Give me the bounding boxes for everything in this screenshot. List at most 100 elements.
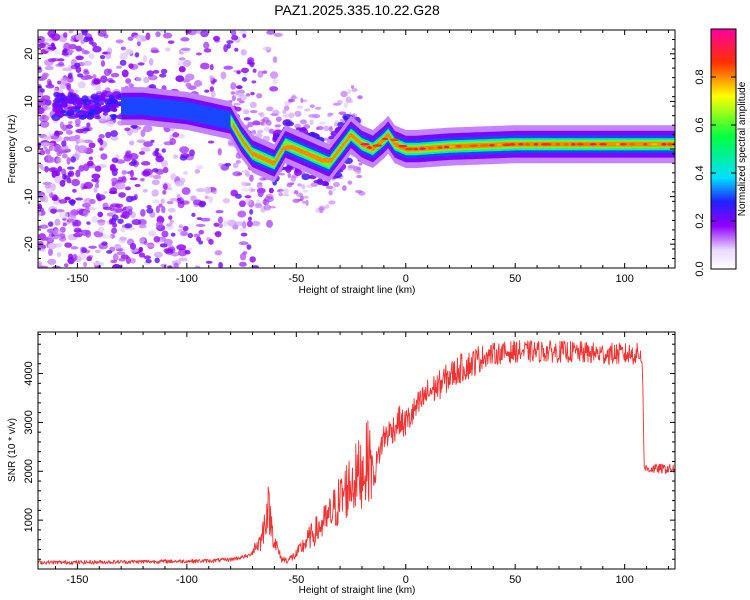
- spectrogram-noise-blob: [263, 198, 267, 206]
- spectrogram-noise-blob: [131, 218, 142, 226]
- spectrogram-noise-blob: [243, 109, 250, 115]
- spectrogram-noise-blob: [212, 189, 217, 195]
- spectrogram-noise-blob: [38, 208, 42, 217]
- spectrogram-noise-blob: [88, 245, 98, 249]
- spectrogram-noise-blob: [200, 30, 209, 38]
- spectrogram-noise-blob: [77, 145, 88, 154]
- spectrogram-noise-blob: [166, 187, 173, 191]
- spectrogram-signal-blob: [103, 104, 111, 108]
- spectrogram-signal-blob: [226, 40, 234, 44]
- spectrogram-noise-blob: [179, 146, 190, 154]
- spectrogram-signal-blob: [224, 162, 232, 167]
- spectrogram-noise-blob: [38, 142, 41, 149]
- spectrogram-noise-blob: [288, 98, 296, 103]
- spectrogram-noise-blob: [93, 187, 98, 193]
- colorbar-gradient: [711, 29, 736, 269]
- spectrogram-hotspot: [497, 143, 502, 147]
- spectrogram-noise-blob: [52, 228, 62, 236]
- spectrogram-signal-blob: [191, 212, 196, 217]
- spectrogram-hotspot: [576, 142, 584, 146]
- spectrogram-noise-blob: [140, 146, 151, 152]
- spectrogram-noise-blob: [244, 198, 252, 206]
- spectrogram-signal-blob: [308, 132, 317, 137]
- spectrogram-hotspot: [419, 147, 426, 150]
- spectrogram-signal-blob: [301, 173, 311, 180]
- spectrogram-signal-blob: [69, 199, 76, 206]
- spectrogram-noise-blob: [234, 221, 245, 227]
- spectrogram-noise-blob: [227, 219, 237, 227]
- spectrogram-noise-blob: [92, 74, 97, 79]
- spectrogram-noise-blob: [68, 43, 77, 50]
- colorbar-tick-label: 0.2: [694, 213, 706, 228]
- spectrogram-noise-blob: [231, 95, 236, 102]
- spectrogram-noise-blob: [100, 60, 106, 67]
- spectrogram-noise-blob: [204, 186, 212, 194]
- spectrogram-noise-blob: [297, 105, 304, 109]
- spectrogram-noise-blob: [72, 253, 78, 262]
- spectrogram-noise-blob: [234, 47, 239, 52]
- spectrogram-signal-blob: [64, 242, 73, 248]
- spectrogram-noise-blob: [239, 227, 247, 232]
- spectrogram-noise-blob: [173, 262, 179, 268]
- spectrogram-noise-blob: [153, 251, 163, 258]
- spectrogram-noise-blob: [110, 72, 120, 78]
- spectrogram-noise-blob: [155, 205, 160, 214]
- spectrogram-noise-blob: [223, 65, 234, 70]
- spectrogram-noise-blob: [129, 177, 138, 181]
- spectrogram-noise-blob: [257, 70, 264, 78]
- spectrogram-noise-blob: [249, 110, 258, 114]
- spectrogram-noise-blob: [127, 36, 134, 41]
- colorbar-tick-label: 0.0: [694, 261, 706, 276]
- spectrogram-signal-blob: [138, 151, 146, 155]
- spectrogram-signal-blob: [38, 42, 46, 49]
- spectrogram-noise-blob: [107, 68, 113, 74]
- spectrogram-hotspot: [381, 137, 389, 141]
- spectrogram-noise-blob: [152, 174, 162, 180]
- spectrogram-signal-blob: [66, 166, 75, 170]
- spectrogram-noise-blob: [107, 47, 113, 55]
- spectrogram-signal-blob: [209, 64, 214, 71]
- spectrogram-hotspot: [643, 142, 648, 146]
- spectrogram-noise-blob: [162, 166, 169, 174]
- spectrogram-noise-blob: [309, 104, 315, 108]
- spectrogram-signal-blob: [101, 241, 108, 246]
- spectrogram-noise-blob: [241, 181, 248, 187]
- spectrogram-noise-blob: [218, 162, 223, 167]
- spectrogram-noise-blob: [38, 265, 49, 268]
- spectrogram-signal-blob: [189, 149, 195, 157]
- spectrogram-noise-blob: [129, 140, 135, 146]
- spectrogram-noise-blob: [177, 228, 183, 233]
- spectrogram-noise-blob: [119, 52, 128, 60]
- spectrogram-noise-blob: [178, 57, 186, 61]
- spectrogram-noise-blob: [44, 115, 50, 121]
- spectrogram-noise-blob: [162, 32, 173, 39]
- snr-ytick-label: 2000: [23, 459, 35, 483]
- spectrogram-signal-blob: [86, 221, 91, 225]
- spectrogram-signal-blob: [234, 106, 242, 112]
- spectrogram-noise-blob: [168, 215, 173, 220]
- spectrogram-signal-blob: [285, 165, 292, 174]
- spectrogram-noise-blob: [250, 188, 256, 192]
- spectrogram-signal-blob: [86, 256, 93, 262]
- spectrogram-signal-blob: [204, 89, 210, 93]
- spectrogram-noise-blob: [39, 163, 44, 169]
- spectrogram-noise-blob: [62, 222, 67, 227]
- spectrogram-noise-blob: [116, 181, 126, 190]
- spectrogram-noise-blob: [105, 120, 115, 127]
- spectrogram-signal-blob: [241, 67, 250, 74]
- spectrogram-noise-blob: [48, 142, 55, 146]
- spectrogram-noise-blob: [269, 71, 279, 79]
- spectrogram-noise-blob: [112, 264, 121, 268]
- spectrogram-noise-blob: [50, 135, 59, 140]
- spectrogram-noise-blob: [319, 121, 326, 125]
- spectrogram-signal-blob: [67, 72, 73, 79]
- spectrogram-noise-blob: [66, 84, 71, 90]
- spectrogram-noise-blob: [136, 41, 141, 47]
- spectrogram-signal-blob: [242, 33, 247, 38]
- spectrogram-noise-blob: [288, 112, 295, 119]
- spectrogram-noise-blob: [282, 109, 287, 114]
- spectrogram-noise-blob: [269, 205, 276, 209]
- spectrogram-noise-blob: [39, 224, 49, 229]
- spectrogram-noise-blob: [325, 185, 333, 190]
